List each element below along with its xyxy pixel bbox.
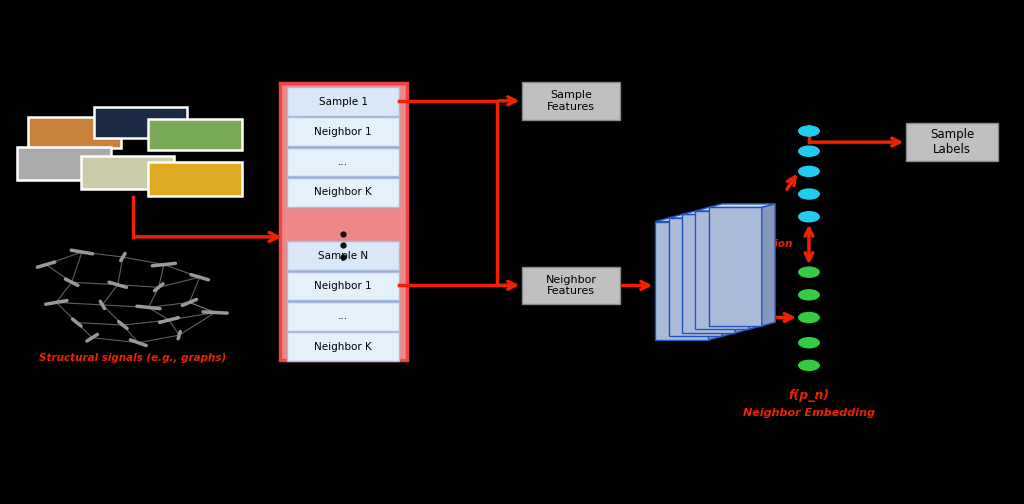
Text: Sample
Features: Sample Features [547, 90, 595, 112]
FancyBboxPatch shape [287, 302, 399, 331]
FancyBboxPatch shape [17, 147, 111, 180]
Polygon shape [669, 214, 735, 218]
Text: Sample
Labels: Sample Labels [930, 129, 975, 156]
Text: f(p_n): f(p_n) [788, 389, 829, 402]
Text: Structural signals (e.g., graphs): Structural signals (e.g., graphs) [40, 353, 226, 363]
Circle shape [799, 212, 819, 222]
Text: Neighbor 1: Neighbor 1 [314, 127, 372, 137]
Circle shape [799, 146, 819, 156]
FancyBboxPatch shape [28, 117, 121, 148]
FancyBboxPatch shape [522, 267, 620, 304]
FancyBboxPatch shape [148, 162, 242, 196]
Text: ...: ... [338, 157, 348, 167]
FancyBboxPatch shape [280, 83, 407, 360]
Circle shape [799, 338, 819, 348]
Text: Regularization: Regularization [710, 239, 794, 249]
Text: Neighbor Embedding: Neighbor Embedding [743, 408, 874, 418]
Text: Neighbor 1: Neighbor 1 [314, 281, 372, 291]
FancyBboxPatch shape [669, 218, 722, 337]
FancyBboxPatch shape [906, 123, 998, 161]
FancyBboxPatch shape [287, 87, 399, 116]
FancyBboxPatch shape [287, 148, 399, 176]
Polygon shape [749, 208, 762, 330]
Polygon shape [655, 218, 722, 222]
FancyBboxPatch shape [287, 241, 399, 270]
Text: Neighbor K: Neighbor K [314, 342, 372, 351]
Circle shape [799, 290, 819, 300]
FancyBboxPatch shape [655, 222, 709, 340]
FancyBboxPatch shape [287, 332, 399, 361]
Circle shape [799, 126, 819, 136]
Text: Sample N: Sample N [318, 251, 368, 261]
Circle shape [799, 360, 819, 370]
Text: Neighbor K: Neighbor K [314, 187, 372, 197]
Circle shape [799, 189, 819, 199]
Circle shape [799, 312, 819, 323]
FancyBboxPatch shape [287, 178, 399, 207]
FancyBboxPatch shape [287, 117, 399, 146]
FancyBboxPatch shape [709, 208, 762, 326]
FancyBboxPatch shape [695, 211, 749, 330]
FancyBboxPatch shape [148, 119, 242, 150]
Text: Sample 1: Sample 1 [318, 97, 368, 106]
Polygon shape [762, 204, 775, 326]
Polygon shape [709, 204, 775, 208]
Polygon shape [735, 211, 749, 333]
FancyBboxPatch shape [81, 156, 174, 189]
FancyBboxPatch shape [94, 107, 187, 138]
Polygon shape [722, 214, 735, 337]
FancyBboxPatch shape [522, 82, 620, 120]
Circle shape [799, 267, 819, 277]
FancyBboxPatch shape [287, 272, 399, 300]
Circle shape [799, 166, 819, 176]
Text: ...: ... [338, 311, 348, 321]
FancyBboxPatch shape [682, 215, 735, 333]
Polygon shape [695, 208, 762, 211]
Polygon shape [709, 218, 722, 340]
Text: Neighbor
Features: Neighbor Features [546, 275, 596, 296]
Polygon shape [682, 211, 749, 215]
